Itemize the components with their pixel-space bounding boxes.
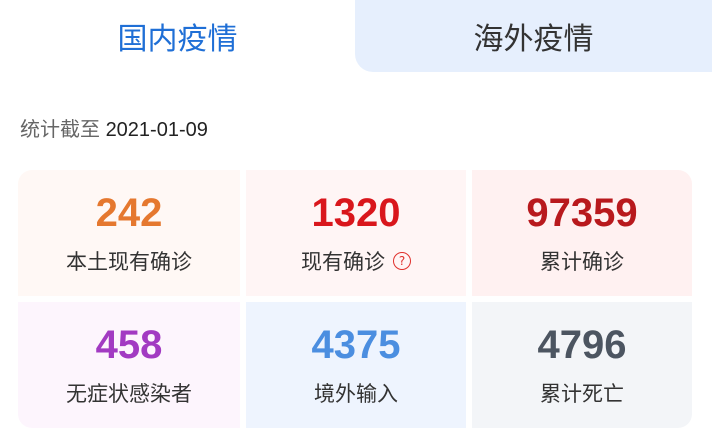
- stat-label: 现有确诊: [301, 250, 385, 274]
- stat-card: 97359 累计确诊: [472, 170, 692, 296]
- stat-label-row: 累计确诊: [540, 246, 624, 276]
- stat-label-row: 境外输入: [314, 378, 398, 408]
- stat-card: 4796 累计死亡: [472, 302, 692, 428]
- stat-label: 无症状感染者: [66, 382, 192, 406]
- question-circle-icon[interactable]: ?: [393, 252, 411, 270]
- stat-value: 242: [95, 191, 163, 235]
- date-value: 2021-01-09: [105, 119, 208, 141]
- stat-card: 4375 境外输入: [246, 302, 466, 428]
- stat-label: 累计死亡: [540, 382, 624, 406]
- stats-grid: 242 本土现有确诊 1320 现有确诊? 97359 累计确诊 458 无症状感染者…: [18, 170, 692, 428]
- stat-label: 本土现有确诊: [66, 250, 192, 274]
- tab-domestic[interactable]: 国内疫情: [0, 0, 355, 72]
- stat-label-row: 本土现有确诊: [66, 246, 192, 276]
- stat-value: 1320: [311, 191, 401, 235]
- stat-card: 242 本土现有确诊: [18, 170, 240, 296]
- stat-label-row: 现有确诊?: [301, 246, 411, 276]
- tab-overseas[interactable]: 海外疫情: [355, 0, 712, 72]
- date-prefix: 统计截至: [20, 119, 100, 141]
- stat-value: 458: [95, 323, 163, 367]
- stats-date: 统计截至 2021-01-09: [20, 113, 208, 142]
- stat-label: 累计确诊: [540, 250, 624, 274]
- stat-card: 458 无症状感染者: [18, 302, 240, 428]
- stat-label: 境外输入: [314, 382, 398, 406]
- stat-label-row: 累计死亡: [540, 378, 624, 408]
- stat-card: 1320 现有确诊?: [246, 170, 466, 296]
- stat-value: 4375: [311, 323, 401, 367]
- stat-label-row: 无症状感染者: [66, 378, 192, 408]
- stat-value: 4796: [537, 323, 627, 367]
- stat-value: 97359: [526, 191, 638, 235]
- tab-bar: 国内疫情 海外疫情: [0, 0, 712, 72]
